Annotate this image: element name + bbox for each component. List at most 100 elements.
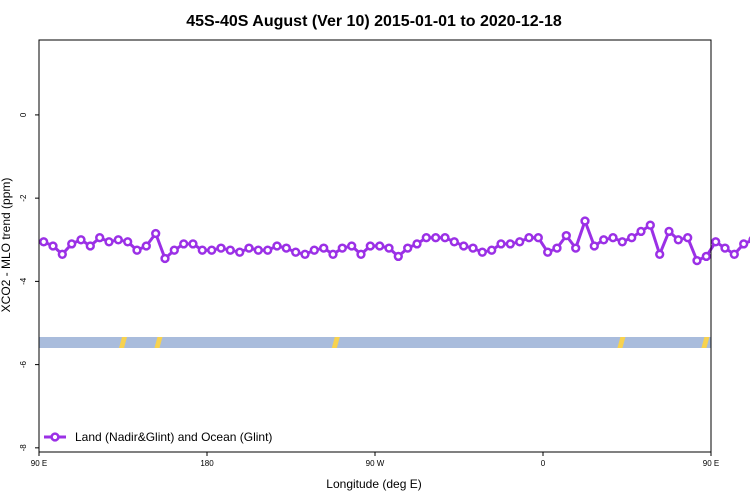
y-tick-label: -4	[19, 277, 28, 285]
ocean-band	[39, 337, 711, 348]
data-point	[421, 233, 431, 243]
data-point	[701, 251, 711, 262]
data-point	[160, 253, 170, 264]
data-point	[104, 237, 114, 247]
data-point	[309, 245, 319, 255]
data-point	[505, 239, 515, 249]
land-patch	[154, 337, 163, 348]
data-point	[524, 233, 534, 243]
data-point	[543, 247, 553, 257]
data-point	[57, 249, 67, 259]
x-tick-label: 90 W	[366, 459, 385, 468]
data-point	[449, 237, 459, 247]
data-point	[477, 247, 487, 257]
data-point	[337, 243, 347, 253]
data-point	[85, 241, 95, 251]
data-point	[673, 235, 683, 245]
land-ocean-strip	[39, 337, 711, 348]
data-point	[664, 226, 674, 237]
data-point	[580, 216, 590, 226]
data-point	[95, 233, 105, 243]
y-tick-label: -6	[19, 361, 28, 369]
data-point	[692, 255, 702, 266]
legend-marker	[50, 432, 60, 442]
y-tick-label: -2	[19, 194, 28, 202]
data-point	[365, 241, 375, 251]
chart-title: 45S-40S August (Ver 10) 2015-01-01 to 20…	[186, 13, 562, 30]
data-point	[263, 245, 273, 255]
data-point	[617, 237, 627, 247]
data-point	[459, 241, 469, 251]
y-axis-label: XCO2 - MLO trend (ppm)	[0, 178, 13, 313]
data-point	[608, 233, 618, 243]
x-tick-label: 90 E	[703, 459, 719, 468]
data-point	[272, 241, 282, 251]
data-point	[39, 237, 49, 247]
data-point	[151, 228, 161, 239]
data-point	[599, 235, 609, 245]
data-point	[319, 243, 329, 253]
data-point	[739, 239, 749, 249]
data-point	[683, 233, 693, 243]
data-point	[552, 243, 562, 253]
land-patch	[331, 337, 340, 348]
y-tick-label: 0	[19, 112, 28, 117]
x-tick-label: 90 E	[31, 459, 47, 468]
legend-label: Land (Nadir&Glint) and Ocean (Glint)	[75, 430, 272, 444]
data-point	[468, 243, 478, 253]
data-point	[216, 243, 226, 253]
land-patch	[701, 337, 710, 348]
data-point	[291, 247, 301, 257]
data-point	[412, 239, 422, 249]
data-point	[533, 233, 543, 243]
legend: Land (Nadir&Glint) and Ocean (Glint)	[44, 430, 272, 444]
data-point	[300, 249, 310, 259]
data-point	[141, 241, 151, 251]
data-point	[589, 241, 599, 251]
data-point	[76, 235, 86, 245]
data-point	[636, 226, 646, 237]
data-point	[48, 241, 58, 251]
x-tick-label: 180	[200, 459, 214, 468]
data-point	[561, 230, 571, 241]
data-point	[440, 233, 450, 243]
data-point	[67, 239, 77, 249]
data-point	[645, 220, 655, 230]
data-point	[132, 245, 142, 255]
land-patch	[617, 337, 626, 348]
data-point	[403, 243, 413, 253]
data-point	[328, 249, 338, 259]
data-point	[627, 233, 637, 243]
data-point	[207, 245, 217, 255]
data-point	[169, 245, 179, 255]
land-patch	[119, 337, 127, 348]
data-point	[281, 243, 291, 253]
data-point	[393, 251, 403, 262]
data-point	[253, 245, 263, 255]
data-point	[720, 243, 730, 253]
data-point	[197, 245, 207, 255]
data-point	[487, 245, 497, 255]
data-point	[496, 239, 506, 249]
data-point	[655, 249, 665, 259]
data-point	[729, 249, 739, 259]
y-tick-label: -8	[19, 444, 28, 452]
data-point	[244, 243, 254, 253]
data-point	[179, 239, 189, 249]
data-point	[123, 237, 133, 247]
data-point	[347, 241, 357, 251]
data-point	[225, 245, 235, 255]
y-axis: 0 -2 -4 -6 -8	[19, 112, 39, 451]
x-axis-label: Longitude (deg E)	[326, 477, 421, 491]
data-point	[235, 247, 245, 257]
data-point	[375, 241, 385, 251]
data-point	[188, 239, 198, 249]
x-tick-label: 0	[541, 459, 546, 468]
data-point	[711, 237, 721, 247]
data-point	[384, 243, 394, 253]
data-point	[571, 243, 581, 253]
data-point	[113, 235, 123, 245]
data-point	[515, 237, 525, 247]
data-point	[431, 233, 441, 243]
